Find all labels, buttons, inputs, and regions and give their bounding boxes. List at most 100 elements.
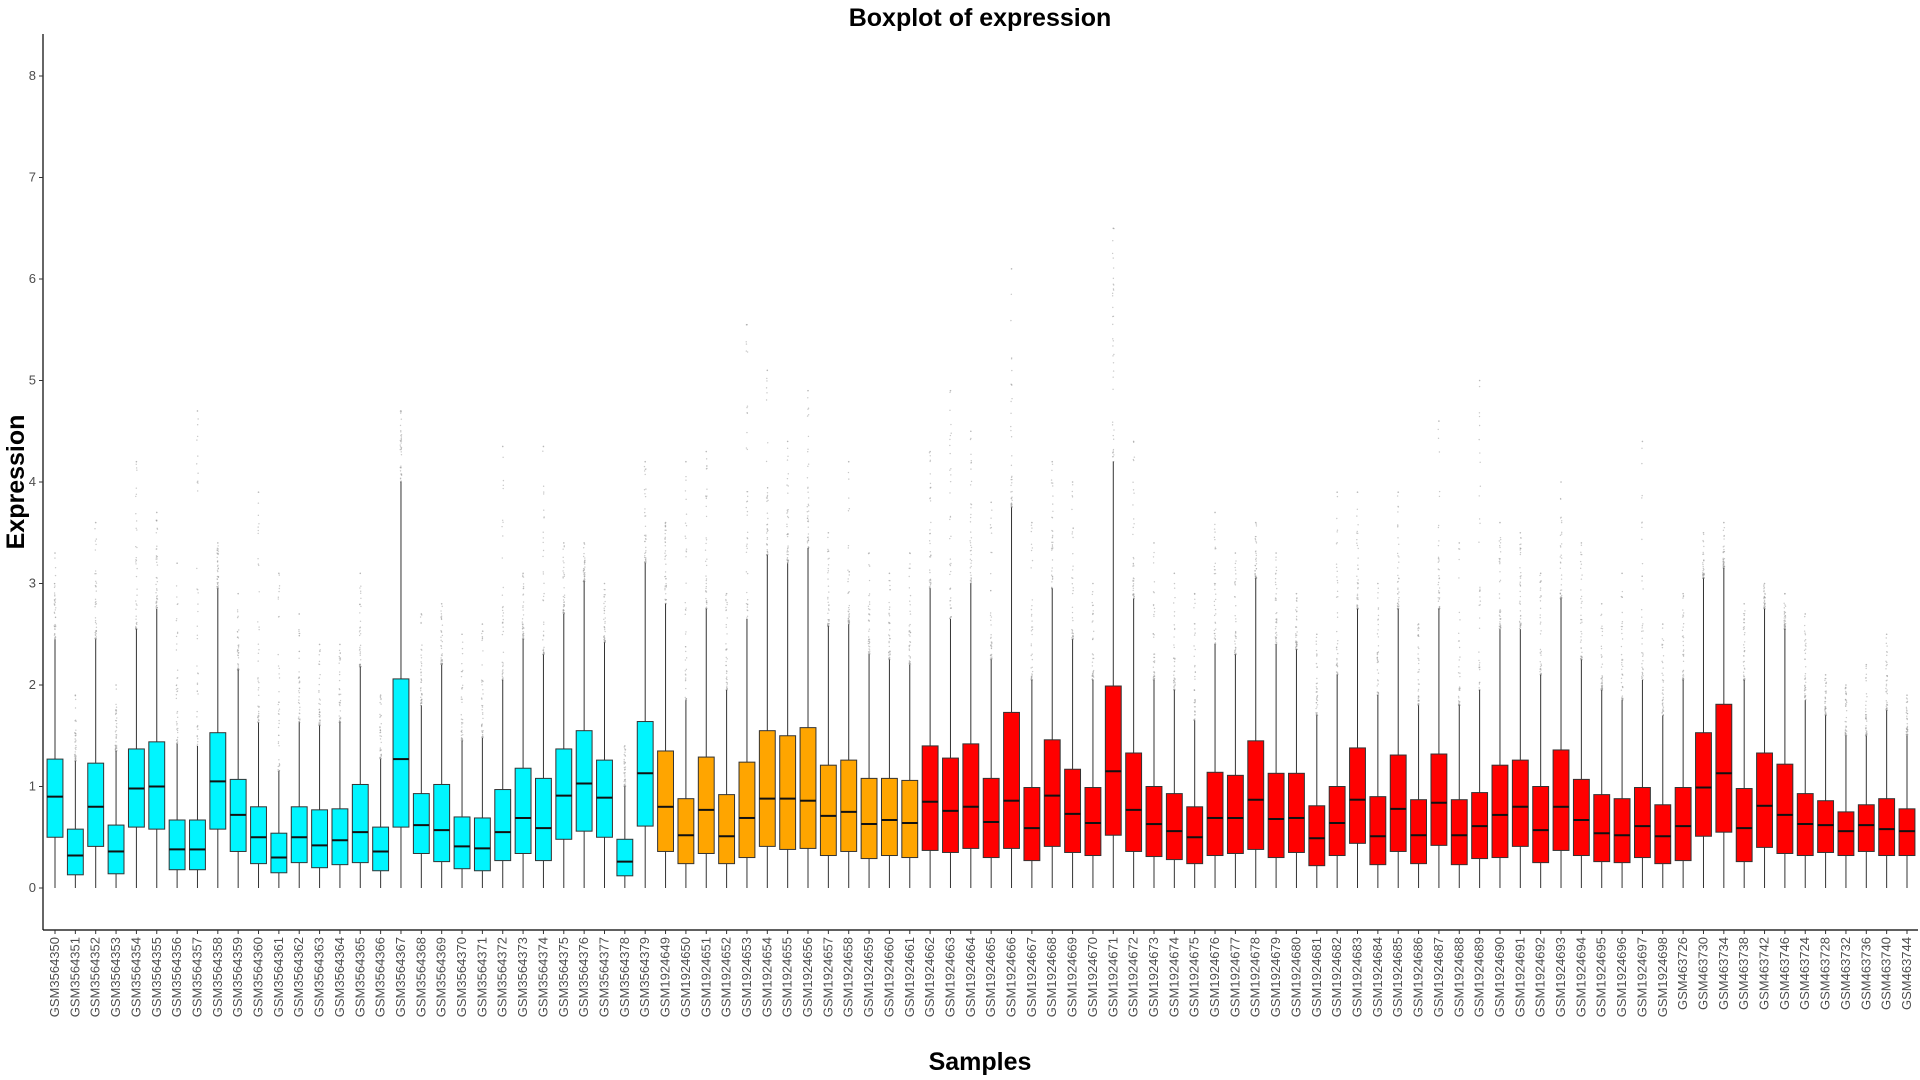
outlier-point: [1804, 648, 1807, 650]
sample-box: [1511, 531, 1529, 888]
outlier-point: [460, 696, 463, 698]
outlier-point: [1397, 491, 1400, 493]
outlier-point: [257, 705, 259, 707]
outlier-point: [1620, 677, 1623, 680]
outlier-point: [1397, 537, 1399, 539]
outlier-point: [1335, 563, 1338, 565]
outlier-point: [624, 771, 626, 774]
outlier-point: [1437, 590, 1440, 592]
outlier-point: [54, 623, 56, 626]
outlier-point: [867, 650, 870, 653]
iqr-box: [1776, 763, 1794, 854]
outlier-point: [502, 535, 504, 537]
x-tick-label: GSM1924653: [739, 937, 754, 1017]
outlier-point: [400, 480, 402, 483]
outlier-point: [1418, 658, 1420, 660]
outlier-point: [624, 761, 626, 764]
outlier-point: [1682, 653, 1684, 656]
outlier-point: [1580, 544, 1583, 546]
outlier-point: [1214, 608, 1217, 611]
outlier-point: [318, 702, 320, 705]
outlier-point: [584, 557, 586, 559]
outlier-point: [1398, 556, 1400, 558]
outlier-point: [807, 520, 809, 523]
outlier-point: [318, 689, 320, 692]
outlier-point: [869, 614, 871, 616]
outlier-point: [847, 471, 850, 474]
outlier-point: [440, 630, 442, 632]
outlier-point: [1824, 710, 1826, 712]
outlier-point: [1744, 610, 1746, 612]
outlier-point: [867, 608, 870, 610]
outlier-point: [74, 747, 77, 749]
outlier-point: [1357, 579, 1359, 581]
outlier-point: [502, 612, 505, 614]
outlier-point: [1234, 552, 1237, 554]
x-tick-label: GSM3564361: [271, 937, 286, 1017]
outlier-point: [603, 628, 606, 631]
outlier-point: [949, 389, 952, 392]
x-tick-label: GSM3564364: [332, 937, 347, 1017]
outlier-point: [1865, 725, 1867, 727]
outlier-point: [1051, 517, 1054, 519]
outlier-point: [399, 448, 401, 451]
outlier-point: [1112, 450, 1114, 452]
outlier-point: [156, 606, 158, 609]
outlier-point: [543, 582, 545, 585]
outlier-point: [481, 630, 484, 632]
x-tick-label: GSM1924662: [922, 937, 937, 1017]
outlier-point: [1214, 598, 1217, 601]
outlier-point: [949, 604, 951, 606]
outlier-point: [909, 656, 911, 658]
outlier-point: [277, 665, 280, 667]
outlier-point: [481, 632, 483, 635]
outlier-point: [480, 724, 483, 726]
outlier-point: [277, 598, 279, 600]
outlier-point: [766, 487, 769, 489]
outlier-point: [1844, 728, 1847, 730]
outlier-point: [949, 452, 951, 455]
outlier-point: [258, 712, 260, 715]
outlier-point: [766, 496, 768, 498]
outlier-point: [929, 556, 932, 558]
outlier-point: [1866, 720, 1868, 722]
outlier-point: [1173, 679, 1175, 682]
sample-box: [758, 369, 776, 888]
outlier-point: [176, 728, 178, 730]
outlier-point: [1072, 632, 1074, 635]
outlier-point: [1621, 668, 1623, 671]
outlier-point: [1804, 689, 1806, 691]
outlier-point: [1499, 563, 1501, 565]
outlier-point: [1193, 592, 1196, 595]
outlier-point: [949, 564, 952, 567]
outlier-point: [1581, 656, 1583, 659]
outlier-point: [563, 596, 566, 599]
outlier-point: [338, 688, 341, 690]
outlier-point: [1682, 677, 1684, 680]
outlier-point: [1559, 556, 1561, 558]
outlier-point: [135, 608, 137, 610]
outlier-point: [1376, 669, 1379, 671]
outlier-point: [1723, 526, 1726, 529]
outlier-point: [94, 603, 97, 606]
outlier-point: [1906, 718, 1908, 721]
outlier-point: [380, 753, 382, 756]
outlier-point: [1804, 686, 1807, 689]
outlier-point: [277, 596, 280, 598]
outlier-point: [969, 438, 972, 441]
outlier-point: [1417, 690, 1419, 692]
iqr-box: [596, 759, 613, 838]
outlier-point: [237, 668, 240, 670]
outlier-point: [1112, 448, 1115, 451]
outlier-point: [1112, 315, 1115, 318]
outlier-point: [1173, 670, 1175, 673]
outlier-point: [1783, 615, 1786, 618]
outlier-point: [278, 713, 280, 716]
outlier-point: [584, 561, 586, 564]
outlier-point: [1438, 540, 1440, 542]
outlier-point: [1092, 582, 1094, 585]
outlier-point: [909, 635, 911, 637]
outlier-point: [1234, 646, 1237, 649]
outlier-point: [420, 678, 422, 680]
outlier-point: [1194, 702, 1196, 704]
